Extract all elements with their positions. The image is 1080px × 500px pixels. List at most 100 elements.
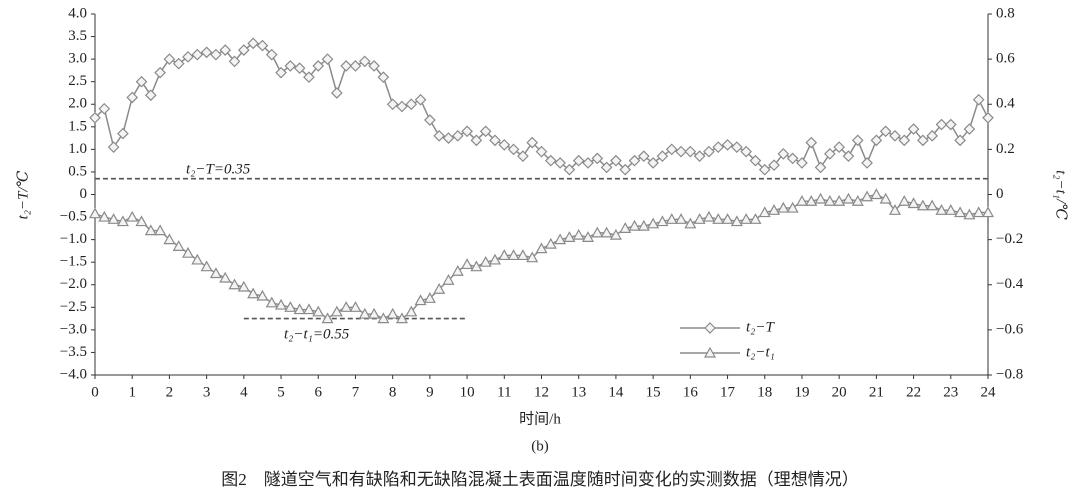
marker: [610, 154, 622, 167]
marker: [703, 145, 715, 158]
marker: [442, 274, 455, 285]
marker: [303, 71, 315, 84]
marker: [898, 195, 911, 206]
marker: [321, 312, 334, 324]
marker: [405, 98, 418, 111]
y-tick-label: 1.5: [68, 118, 87, 134]
marker: [535, 145, 548, 158]
marker: [377, 71, 390, 84]
marker: [331, 87, 343, 99]
marker: [442, 132, 455, 144]
marker: [665, 213, 678, 224]
marker: [926, 129, 939, 142]
marker: [861, 157, 873, 169]
marker: [963, 208, 976, 220]
marker: [647, 217, 660, 229]
marker: [591, 152, 604, 165]
marker: [414, 93, 427, 106]
marker: [963, 123, 976, 135]
marker: [740, 213, 753, 224]
marker: [200, 260, 213, 272]
y-tick-label: 4.0: [68, 5, 87, 21]
marker: [554, 233, 567, 245]
marker: [526, 136, 539, 149]
marker: [823, 195, 836, 206]
marker: [275, 66, 287, 79]
marker: [321, 53, 334, 65]
marker: [572, 228, 585, 240]
marker: [777, 201, 790, 213]
x-tick-label: 2: [166, 384, 174, 400]
marker: [879, 125, 892, 138]
marker: [944, 204, 957, 215]
marker: [386, 307, 399, 319]
marker: [870, 188, 883, 200]
y-tick-label: −2.5: [60, 299, 87, 315]
marker: [972, 206, 985, 218]
marker: [563, 231, 576, 242]
y-tick-label: 2.0: [68, 96, 87, 112]
marker: [833, 141, 846, 153]
marker: [833, 195, 846, 206]
marker: [870, 134, 883, 147]
marker: [349, 60, 362, 72]
y-axis-title: t₂−T/℃: [15, 170, 31, 219]
marker: [182, 51, 194, 63]
y2-tick-label: −0.6: [996, 321, 1024, 337]
marker: [219, 271, 232, 283]
marker: [805, 136, 818, 149]
marker: [488, 253, 502, 265]
y2-tick-label: −0.8: [996, 366, 1023, 382]
marker: [647, 157, 659, 169]
marker: [107, 213, 120, 224]
x-tick-label: 24: [981, 384, 997, 400]
x-tick-label: 13: [571, 384, 586, 400]
marker: [888, 204, 901, 215]
marker: [237, 44, 250, 56]
marker: [675, 145, 687, 158]
marker: [656, 215, 669, 227]
marker: [414, 294, 427, 306]
y-tick-label: 3.0: [68, 51, 87, 67]
marker: [600, 161, 613, 174]
marker: [656, 150, 669, 162]
x-tick-label: 7: [352, 384, 360, 400]
x-axis-title: 时间/h: [519, 410, 561, 427]
marker: [312, 60, 325, 72]
marker: [861, 190, 874, 202]
x-tick-label: 9: [426, 384, 434, 400]
y-tick-label: −2.0: [60, 276, 87, 292]
marker: [758, 206, 771, 218]
x-tick-label: 4: [240, 384, 248, 400]
y-tick-label: −3.5: [60, 344, 87, 360]
marker: [284, 60, 297, 72]
marker: [451, 129, 464, 142]
marker: [237, 280, 250, 292]
marker: [684, 145, 697, 158]
x-tick-label: 20: [832, 384, 847, 400]
marker: [777, 148, 790, 160]
y2-axis-title: t₂−t₁/℃: [1053, 170, 1069, 220]
marker: [424, 114, 436, 126]
marker: [554, 157, 566, 169]
annotation: t₂−T=0.35: [186, 161, 251, 177]
marker: [172, 57, 185, 70]
y2-tick-label: 0.2: [996, 141, 1015, 157]
y-tick-label: −1.0: [60, 231, 87, 247]
legend-marker: [704, 322, 716, 334]
marker: [740, 145, 752, 158]
marker: [144, 89, 157, 102]
marker: [498, 139, 511, 151]
marker: [396, 100, 408, 113]
marker: [433, 283, 446, 294]
marker: [479, 255, 492, 267]
marker: [609, 228, 622, 240]
marker: [358, 55, 371, 68]
marker: [600, 226, 613, 238]
marker: [451, 264, 464, 276]
x-tick-label: 10: [460, 384, 475, 400]
y-tick-label: 3.5: [68, 28, 87, 44]
marker: [470, 260, 483, 272]
marker: [814, 161, 827, 174]
marker: [107, 141, 120, 153]
